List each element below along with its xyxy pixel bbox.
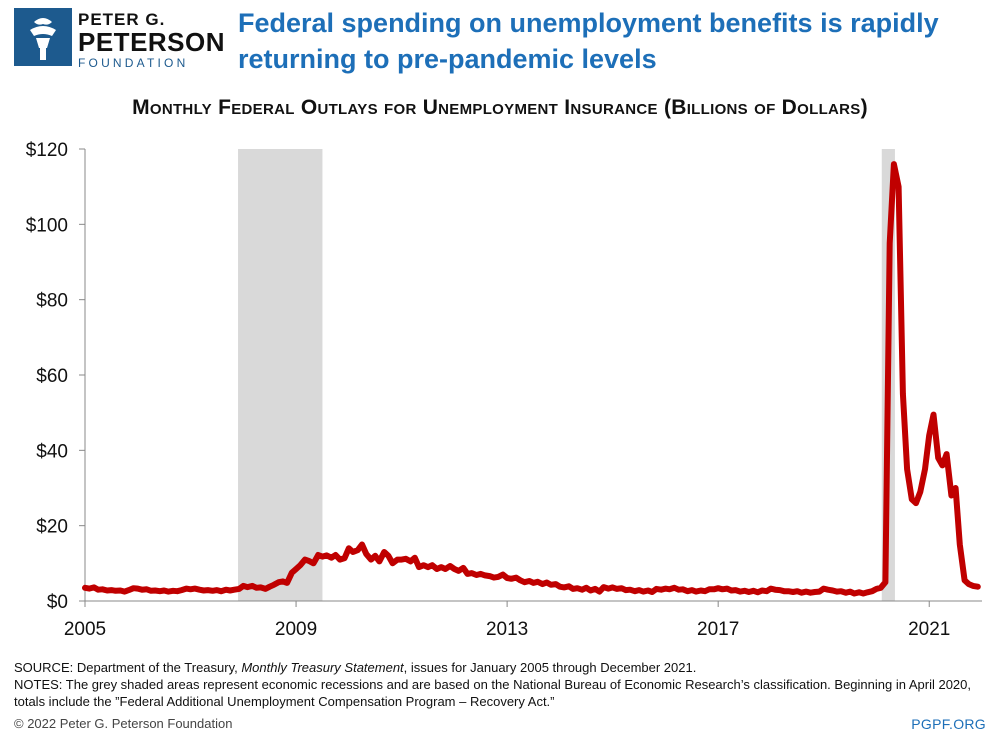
y-tick-label: $60 (36, 366, 68, 387)
x-tick-label: 2005 (64, 619, 106, 640)
source-publication: Monthly Treasury Statement (241, 660, 404, 675)
y-tick-label: $40 (36, 441, 68, 462)
y-tick-label: $120 (26, 140, 68, 161)
notes-text: NOTES: The grey shaded areas represent e… (14, 676, 972, 709)
site-link[interactable]: PGPF.ORG (911, 716, 986, 732)
logo-line-1: PETER G. (78, 10, 166, 29)
y-tick-label: $80 (36, 291, 68, 312)
headline: Federal spending on unemployment benefit… (238, 8, 939, 74)
y-tick-label: $20 (36, 517, 68, 538)
logo-line-2: PETERSON (78, 27, 226, 57)
x-tick-label: 2013 (486, 619, 528, 640)
x-tick-label: 2009 (275, 619, 317, 640)
chart-title: Monthly Federal Outlays for Unemployment… (132, 96, 868, 119)
source-prefix: SOURCE: Department of the Treasury, (14, 660, 242, 675)
copyright: © 2022 Peter G. Peterson Foundation (14, 716, 233, 731)
notes-block: SOURCE: Department of the Treasury, Mont… (14, 660, 989, 711)
recession-band-1 (238, 149, 323, 601)
logo-wordmark: PETER G. PETERSON FOUNDATION (78, 8, 225, 69)
foundation-logo: PETER G. PETERSON FOUNDATION (14, 8, 225, 69)
torch-icon (14, 8, 72, 66)
logo-line-3: FOUNDATION (78, 56, 189, 70)
series-line-1 (82, 161, 981, 597)
source-note: SOURCE: Department of the Treasury, Mont… (14, 660, 989, 677)
source-suffix: , issues for January 2005 through Decemb… (403, 660, 697, 675)
y-tick-label: $0 (47, 592, 68, 613)
x-tick-label: 2021 (908, 619, 950, 640)
x-tick-label: 2017 (697, 619, 739, 640)
line-chart: $0 $20 $40 $60 $80 $100 $120 2005 2009 2013 2017 20… (26, 140, 982, 640)
y-tick-label: $100 (26, 215, 68, 236)
